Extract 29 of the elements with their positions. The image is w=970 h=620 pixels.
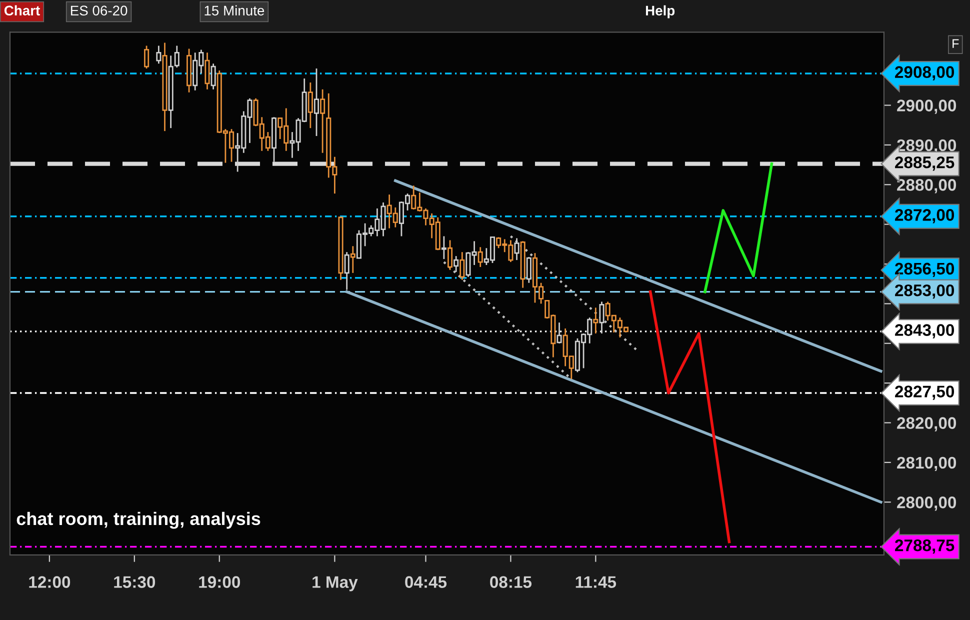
ref-line-label: 2885,25: [895, 156, 954, 171]
ref-line-label: 2856,50: [895, 262, 954, 278]
x-tick-label: 1 May: [312, 576, 358, 592]
text: Chart: [4, 5, 40, 16]
x-tick-label: 15:30: [114, 576, 156, 588]
y-tick-label: 2800,00: [897, 496, 956, 511]
x-tick-label: 08:15: [490, 576, 532, 588]
x-tick-label: 04:45: [405, 576, 447, 588]
ref-line-label: 2788,75: [895, 539, 954, 554]
x-tick-label: 19:00: [199, 576, 240, 588]
x-tick-label: 11:45: [576, 576, 616, 588]
text: chat room, training, analysis: [16, 512, 260, 529]
text: Help: [646, 5, 675, 18]
ref-line-label: 2853,00: [895, 284, 954, 299]
text: ES 06-20: [70, 6, 128, 16]
line-series: [704, 162, 774, 294]
ref-line-label: 2908,00: [895, 66, 954, 80]
y-tick-label: 2900,00: [897, 100, 956, 114]
ref-line-label: 2872,00: [895, 209, 954, 224]
text: F: [952, 39, 959, 48]
ref-line-label: 2843,00: [895, 324, 954, 338]
y-tick-label: 2880,00: [897, 179, 956, 194]
text: 15 Minute: [204, 5, 264, 16]
line-series: [648, 290, 731, 544]
y-tick-label: 2890,00: [897, 139, 956, 154]
ref-line-label: 2827,50: [895, 386, 954, 400]
x-tick-label: 12:00: [29, 576, 70, 588]
y-tick-label: 2820,00: [897, 417, 956, 432]
y-tick-label: 2810,00: [897, 456, 956, 472]
